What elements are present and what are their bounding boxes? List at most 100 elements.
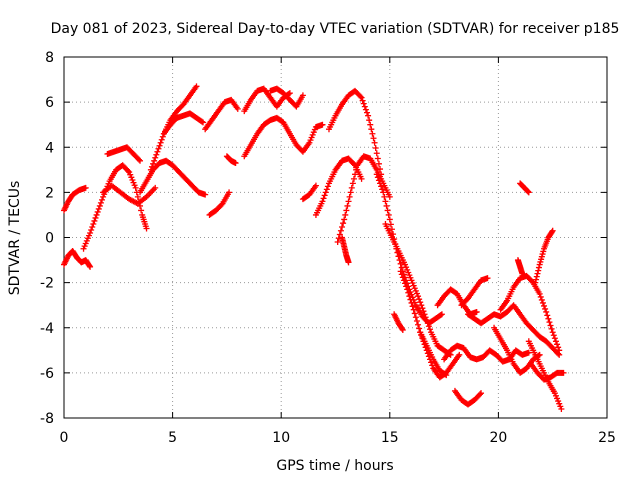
data-point-marker [484, 275, 491, 282]
data-point-marker [410, 306, 417, 313]
data-point-marker [87, 263, 94, 270]
data-point-marker [525, 349, 532, 356]
data-point-marker [367, 121, 374, 128]
data-point-marker [90, 220, 97, 227]
data-point-marker [478, 390, 485, 397]
x-tick-label: 0 [60, 430, 69, 446]
data-point-marker [388, 226, 395, 233]
data-point-marker [547, 322, 554, 329]
data-point-marker [347, 189, 354, 196]
data-point-marker [361, 103, 368, 110]
data-point-marker [415, 321, 422, 328]
data-point-marker [443, 372, 450, 379]
data-point-marker [155, 145, 162, 152]
data-point-marker [424, 320, 431, 327]
data-point-marker [403, 283, 410, 290]
x-tick-label: 10 [272, 430, 290, 446]
data-point-marker [386, 193, 393, 200]
data-point-marker [377, 166, 384, 173]
data-point-marker [544, 312, 551, 319]
data-point-marker [368, 126, 375, 133]
data-point-marker [226, 189, 233, 196]
data-point-marker [370, 135, 377, 142]
data-point-marker [423, 317, 430, 324]
data-point-marker [420, 308, 427, 315]
data-point-marker [372, 145, 379, 152]
data-point-marker [93, 211, 100, 218]
data-point-marker [234, 105, 241, 112]
data-point-marker [476, 391, 483, 398]
data-point-marker [147, 166, 154, 173]
data-point-marker [156, 142, 163, 149]
data-point-marker [159, 133, 166, 140]
data-point-marker [413, 317, 420, 324]
data-point-marker [96, 202, 103, 209]
data-point-marker [456, 351, 463, 358]
data-point-marker [400, 277, 407, 284]
data-point-marker [387, 221, 394, 228]
y-axis-label: SDTVAR / TECUs [7, 181, 23, 296]
data-point-marker [358, 175, 365, 182]
y-tick-label: -8 [40, 411, 54, 427]
data-point-marker [143, 225, 150, 232]
data-point-marker [382, 198, 389, 205]
data-point-marker [95, 205, 102, 212]
data-point-marker [343, 207, 350, 214]
data-point-marker [379, 186, 386, 193]
data-point-marker [535, 264, 542, 271]
data-point-marker [406, 293, 413, 300]
data-point-marker [366, 117, 373, 124]
data-point-marker [418, 302, 425, 309]
y-tick-label: 0 [45, 231, 54, 247]
data-point-marker [549, 329, 556, 336]
data-point-marker [125, 167, 132, 174]
data-point-marker [346, 193, 353, 200]
data-point-marker [137, 157, 144, 164]
data-point-marker [397, 260, 404, 267]
data-point-marker [542, 305, 549, 312]
data-point-marker [533, 273, 540, 280]
data-point-marker [442, 371, 449, 378]
x-tick-label: 25 [598, 430, 616, 446]
data-point-marker [202, 191, 209, 198]
data-point-marker [320, 195, 327, 202]
data-point-marker [416, 296, 423, 303]
data-point-marker [319, 121, 326, 128]
data-point-marker [198, 118, 205, 125]
data-point-marker [357, 93, 364, 100]
data-point-marker [385, 211, 392, 218]
data-point-marker [541, 302, 548, 309]
data-point-marker [534, 270, 541, 277]
y-tick-label: 2 [45, 185, 54, 201]
data-point-marker [405, 289, 412, 296]
data-point-marker [398, 271, 405, 278]
data-point-marker [89, 223, 96, 230]
data-point-marker [319, 198, 326, 205]
x-tick-label: 15 [381, 430, 399, 446]
data-point-marker [550, 332, 557, 339]
x-tick-label: 20 [489, 430, 507, 446]
data-point-marker [399, 327, 406, 334]
data-point-marker [91, 217, 98, 224]
data-point-marker [421, 311, 428, 318]
data-point-marker [539, 299, 546, 306]
data-point-marker [148, 163, 155, 170]
data-points [61, 83, 567, 412]
data-point-marker [383, 202, 390, 209]
data-point-marker [349, 180, 356, 187]
data-point-marker [538, 296, 545, 303]
data-point-marker [324, 183, 331, 190]
data-point-marker [200, 119, 207, 126]
data-point-marker [218, 201, 225, 208]
data-point-marker [529, 278, 536, 285]
data-point-marker [425, 323, 432, 330]
data-point-marker [556, 347, 563, 354]
data-point-marker [555, 350, 562, 357]
data-point-marker [532, 279, 539, 286]
data-point-marker [411, 310, 418, 317]
data-point-marker [138, 207, 145, 214]
data-point-marker [375, 177, 382, 184]
data-point-marker [339, 223, 346, 230]
data-point-marker [152, 184, 159, 191]
